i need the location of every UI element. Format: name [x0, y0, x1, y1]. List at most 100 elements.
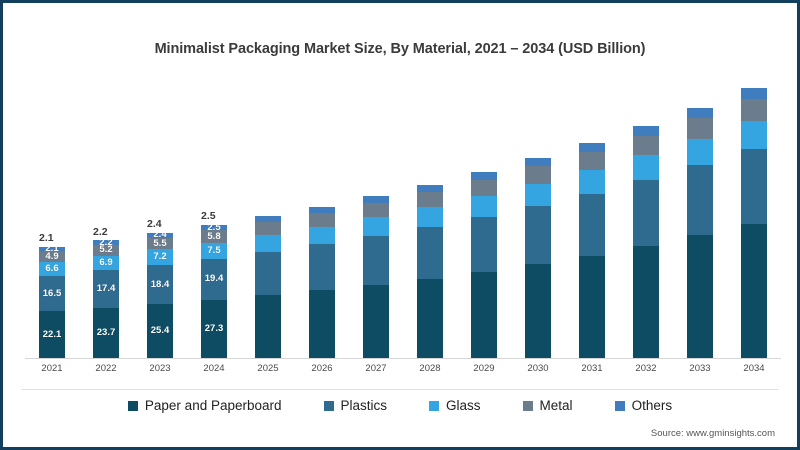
bar-segment-metal[interactable] [417, 191, 443, 208]
stacked-bar[interactable] [633, 126, 659, 358]
stacked-bar[interactable] [687, 107, 713, 358]
bar-slot [565, 81, 619, 358]
stacked-bar[interactable] [363, 196, 389, 358]
bar-segment-glass[interactable]: 6.9 [93, 255, 119, 271]
legend-item-paper-and-paperboard[interactable]: Paper and Paperboard [127, 398, 282, 413]
bar-segment-others[interactable] [471, 172, 497, 180]
bar-segment-metal[interactable] [363, 202, 389, 218]
stacked-bar[interactable] [579, 143, 605, 358]
bar-segment-paper-and-paperboard[interactable] [255, 295, 281, 358]
stacked-bar[interactable]: 2.12.14.96.616.522.1 [39, 233, 65, 358]
bar-segment-metal[interactable]: 5.2 [93, 244, 119, 256]
stacked-bar[interactable] [417, 184, 443, 358]
bar-segment-others[interactable] [579, 143, 605, 152]
stacked-bar[interactable]: 2.42.45.57.218.425.4 [147, 219, 173, 358]
bar-segment-others[interactable] [255, 216, 281, 222]
bar-segment-glass[interactable]: 7.2 [147, 249, 173, 265]
bar-segment-metal[interactable]: 5.5 [147, 237, 173, 250]
bar-segment-glass[interactable] [309, 226, 335, 245]
legend-item-plastics[interactable]: Plastics [323, 398, 387, 413]
bar-segment-paper-and-paperboard[interactable]: 27.3 [201, 299, 227, 358]
bar-segment-plastics[interactable] [687, 165, 713, 236]
stacked-bar[interactable] [741, 88, 767, 358]
legend-item-others[interactable]: Others [614, 398, 673, 413]
bar-segment-plastics[interactable] [741, 149, 767, 224]
bar-slot [511, 81, 565, 358]
bar-segment-plastics[interactable] [633, 180, 659, 247]
bar-segment-others[interactable] [363, 196, 389, 203]
bar-segment-paper-and-paperboard[interactable] [633, 246, 659, 358]
bar-segment-others[interactable] [741, 88, 767, 99]
bar-segment-paper-and-paperboard[interactable] [687, 235, 713, 358]
bar-segment-others[interactable] [633, 126, 659, 136]
bar-segment-others[interactable] [309, 206, 335, 213]
segment-value-label: 23.7 [96, 327, 116, 338]
bar-segment-metal[interactable] [309, 212, 335, 227]
bar-segment-others[interactable]: 2.2 [93, 240, 119, 245]
bar-segment-paper-and-paperboard[interactable] [525, 264, 551, 358]
bar-segment-paper-and-paperboard[interactable]: 25.4 [147, 303, 173, 358]
segment-value-label: 19.4 [204, 273, 224, 285]
bar-segment-others[interactable]: 2.1 [39, 246, 65, 252]
bar-segment-metal[interactable] [471, 179, 497, 197]
x-axis-tick-2021: 2021 [41, 363, 63, 374]
legend-swatch-icon [522, 400, 533, 411]
bar-segment-glass[interactable] [741, 121, 767, 150]
bar-segment-glass[interactable] [363, 217, 389, 236]
bar-segment-paper-and-paperboard[interactable] [579, 255, 605, 358]
bar-segment-paper-and-paperboard[interactable] [309, 290, 335, 358]
bar-segment-plastics[interactable] [579, 193, 605, 256]
bar-segment-plastics[interactable] [471, 216, 497, 272]
legend-swatch-icon [127, 400, 138, 411]
stacked-bar[interactable]: 2.52.55.87.519.427.3 [201, 211, 227, 358]
bar-segment-glass[interactable]: 7.5 [201, 242, 227, 259]
bar-segment-plastics[interactable]: 19.4 [201, 258, 227, 300]
bar-segment-paper-and-paperboard[interactable] [417, 278, 443, 358]
legend-item-glass[interactable]: Glass [429, 398, 481, 413]
bar-segment-metal[interactable] [741, 98, 767, 122]
chart-legend: Paper and Paperboard Plastics Glass Metal Ot… [3, 398, 797, 413]
bar-segment-glass[interactable] [471, 196, 497, 217]
stacked-bar[interactable] [309, 206, 335, 358]
bar-segment-metal[interactable] [579, 151, 605, 171]
bar-segment-paper-and-paperboard[interactable] [471, 271, 497, 358]
bar-segment-plastics[interactable] [525, 205, 551, 265]
bar-segment-others[interactable] [417, 184, 443, 192]
bar-segment-glass[interactable] [633, 155, 659, 181]
legend-divider [21, 389, 779, 390]
bar-segment-glass[interactable] [579, 170, 605, 194]
bar-segment-metal[interactable] [687, 117, 713, 139]
stacked-bar[interactable] [255, 216, 281, 358]
bar-segment-others[interactable]: 2.4 [147, 232, 173, 238]
bar-segment-metal[interactable]: 4.9 [39, 251, 65, 262]
bar-segment-others[interactable]: 2.5 [201, 224, 227, 231]
bar-segment-glass[interactable] [525, 183, 551, 206]
bar-segment-plastics[interactable] [363, 235, 389, 285]
stacked-bar[interactable] [525, 158, 551, 358]
bar-segment-metal[interactable]: 5.8 [201, 230, 227, 243]
bar-segment-plastics[interactable]: 18.4 [147, 264, 173, 304]
bar-segment-metal[interactable] [525, 166, 551, 184]
bar-segment-paper-and-paperboard[interactable] [741, 223, 767, 358]
bar-segment-others[interactable] [525, 158, 551, 167]
bar-segment-plastics[interactable] [417, 226, 443, 279]
stacked-bar[interactable]: 2.22.25.26.917.423.7 [93, 226, 119, 358]
bar-segment-paper-and-paperboard[interactable]: 22.1 [39, 310, 65, 358]
bar-segment-glass[interactable] [255, 234, 281, 252]
bar-segment-plastics[interactable] [255, 251, 281, 296]
bar-slot [727, 81, 781, 358]
legend-item-metal[interactable]: Metal [522, 398, 573, 413]
bar-segment-glass[interactable]: 6.6 [39, 261, 65, 276]
bar-segment-others[interactable] [687, 107, 713, 118]
bar-segment-glass[interactable] [687, 138, 713, 166]
legend-label: Others [631, 398, 673, 413]
bar-segment-paper-and-paperboard[interactable] [363, 284, 389, 358]
bar-segment-metal[interactable] [255, 221, 281, 235]
bar-segment-plastics[interactable] [309, 244, 335, 291]
bar-segment-paper-and-paperboard[interactable]: 23.7 [93, 307, 119, 358]
bar-segment-plastics[interactable]: 16.5 [39, 275, 65, 311]
bar-segment-metal[interactable] [633, 135, 659, 156]
bar-segment-glass[interactable] [417, 207, 443, 227]
bar-segment-plastics[interactable]: 17.4 [93, 270, 119, 308]
stacked-bar[interactable] [471, 172, 497, 358]
